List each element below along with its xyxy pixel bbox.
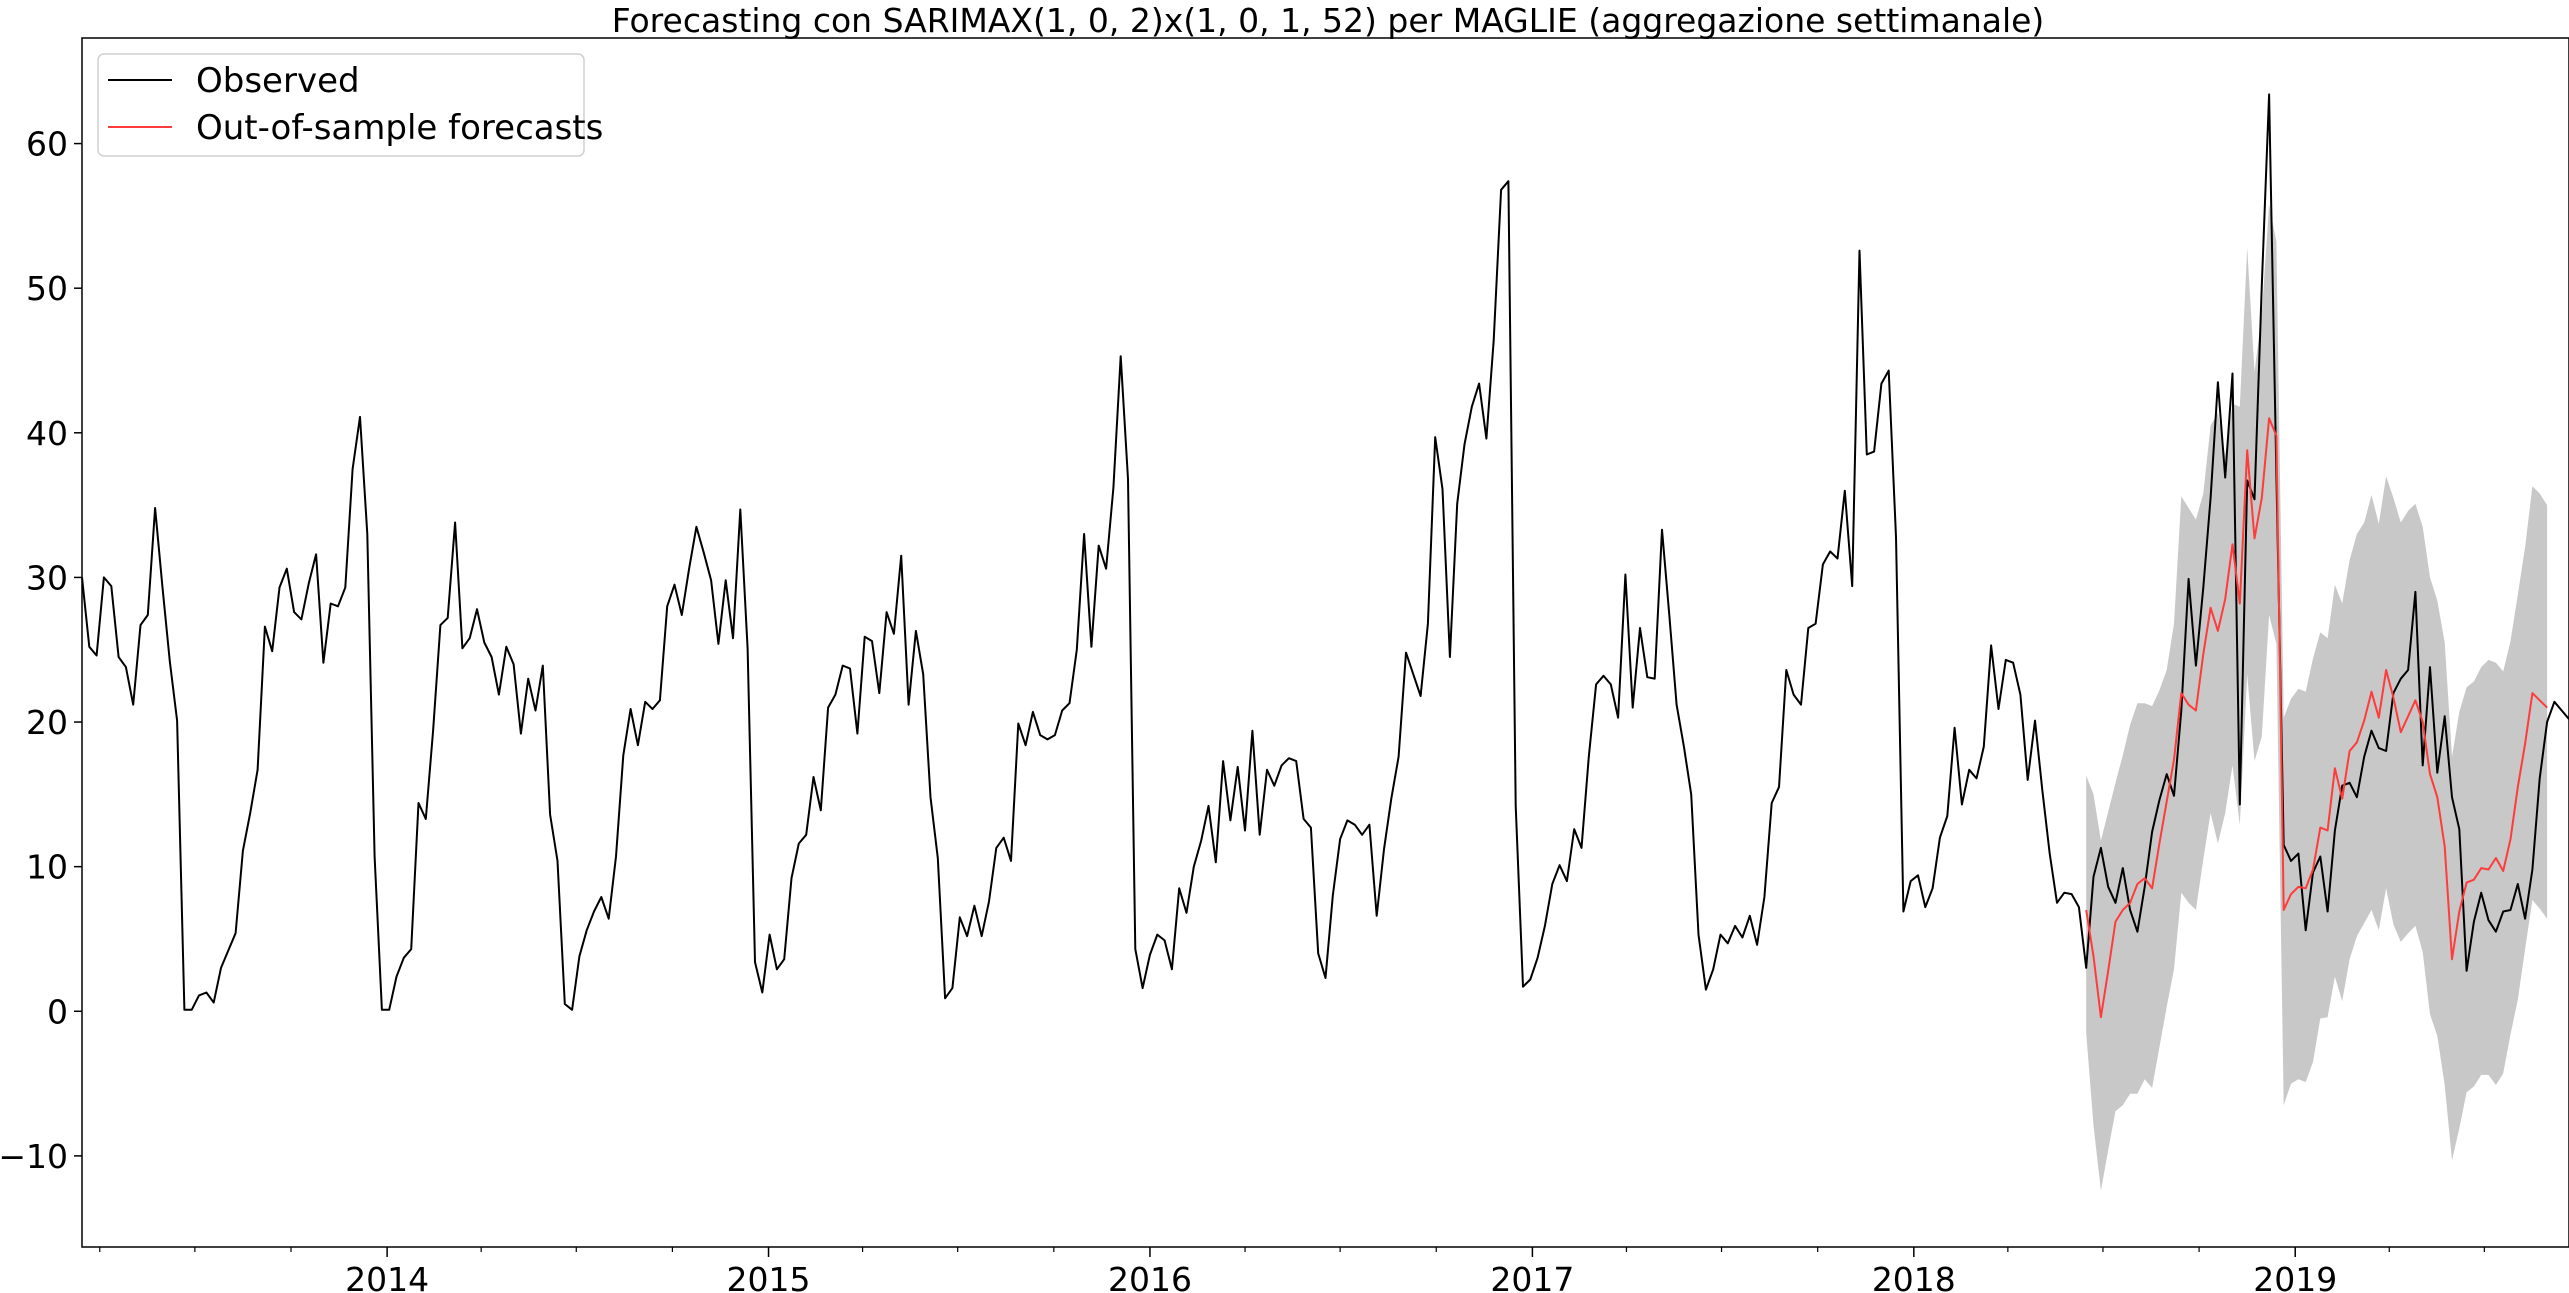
y-tick-label: 40 <box>26 414 68 453</box>
plot-area <box>81 37 2569 1248</box>
y-tick-label: −10 <box>0 1137 68 1176</box>
x-tick-label: 2017 <box>1490 1260 1574 1293</box>
forecast-line <box>2085 417 2548 1019</box>
x-tick-label: 2018 <box>1872 1260 1956 1293</box>
confidence-band <box>2086 204 2548 1191</box>
x-tick-label: 2019 <box>2253 1260 2337 1293</box>
y-tick-label: 20 <box>26 703 68 742</box>
series-lines <box>81 93 2569 1019</box>
y-tick-label: 30 <box>26 558 68 597</box>
observed-line <box>81 93 2569 1011</box>
x-tick-label: 2015 <box>727 1260 811 1293</box>
y-tick-label: 10 <box>26 848 68 887</box>
y-tick-label: 0 <box>47 992 68 1031</box>
axes-frame <box>81 37 2569 1248</box>
legend: Observed Out-of-sample forecasts <box>97 53 603 157</box>
x-axis: 2014 2015 2016 2017 2018 2019 <box>99 1247 2485 1293</box>
x-tick-label: 2014 <box>345 1260 429 1293</box>
y-tick-label: 60 <box>26 125 68 164</box>
x-tick-label: 2016 <box>1108 1260 1192 1293</box>
confidence-band-area <box>2086 204 2548 1191</box>
legend-box <box>97 53 585 157</box>
legend-forecast-label: Out-of-sample forecasts <box>196 108 603 148</box>
chart-title: Forecasting con SARIMAX(1, 0, 2)x(1, 0, … <box>612 1 2045 40</box>
y-axis: −10 0 10 20 30 40 50 60 <box>0 125 82 1176</box>
legend-observed-label: Observed <box>196 61 360 101</box>
y-tick-label: 50 <box>26 269 68 308</box>
